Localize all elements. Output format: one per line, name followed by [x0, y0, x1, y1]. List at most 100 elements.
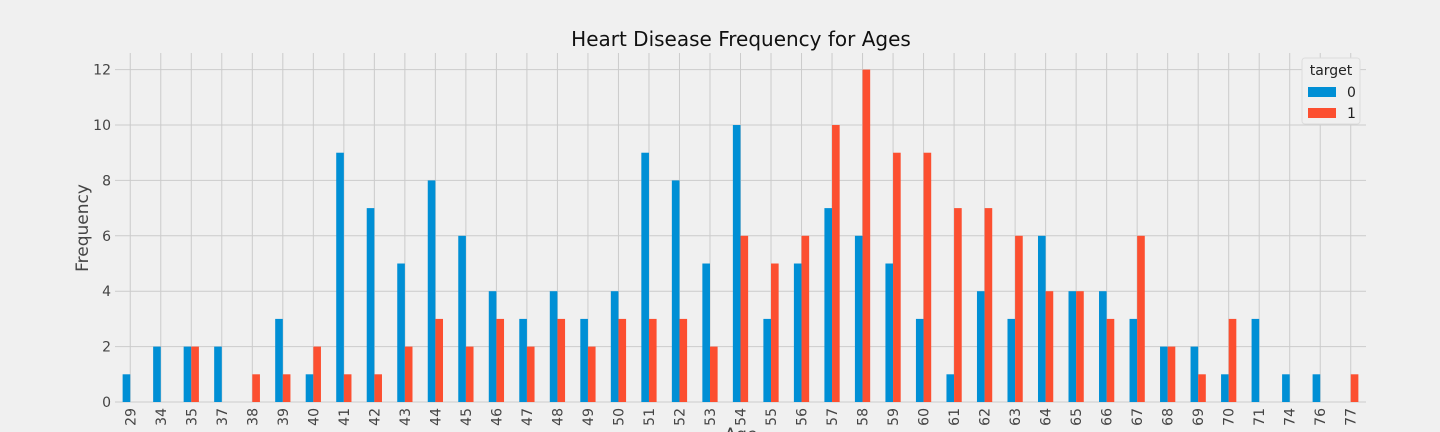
bar — [954, 208, 962, 402]
x-tick-label: 64 — [1039, 408, 1055, 426]
bar — [313, 346, 321, 402]
bar — [153, 346, 161, 402]
bar — [427, 180, 436, 402]
bar — [709, 346, 718, 402]
legend-title: target — [1310, 63, 1353, 79]
bar — [1350, 374, 1359, 402]
bar — [923, 152, 932, 402]
y-tick-label: 6 — [102, 229, 111, 245]
y-tick-label: 0 — [102, 395, 111, 411]
x-tick-label: 63 — [1008, 408, 1024, 426]
x-tick-label: 29 — [123, 408, 139, 426]
bar — [526, 346, 535, 402]
bar — [404, 346, 413, 402]
bar — [214, 346, 222, 402]
x-tick-label: 45 — [459, 408, 475, 426]
bar — [946, 374, 955, 402]
bar — [1037, 235, 1046, 402]
x-tick-label: 38 — [245, 408, 261, 426]
x-axis-label: Age — [725, 425, 758, 432]
bar — [771, 263, 779, 402]
bar — [671, 180, 680, 402]
y-axis-label: Frequency — [73, 184, 93, 272]
x-tick-label: 47 — [520, 408, 536, 426]
bar — [801, 235, 810, 402]
bar — [1190, 346, 1199, 402]
x-tick-label: 68 — [1161, 408, 1177, 426]
bar — [1251, 318, 1260, 402]
x-tick-label: 52 — [672, 408, 688, 426]
bar — [1068, 291, 1077, 402]
bar — [1167, 346, 1176, 402]
x-tick-label: 49 — [581, 408, 597, 426]
x-tick-label: 34 — [154, 408, 170, 426]
x-tick-label: 50 — [611, 408, 627, 426]
bar — [275, 318, 283, 402]
bar — [1007, 318, 1016, 402]
bar — [610, 291, 619, 402]
x-tick-label: 70 — [1222, 408, 1238, 426]
bar — [1228, 318, 1237, 402]
bar — [1312, 374, 1321, 402]
bar — [732, 125, 741, 403]
bar — [374, 374, 382, 402]
bar — [1129, 318, 1138, 402]
bar — [1221, 374, 1229, 402]
bar — [740, 235, 749, 402]
bar — [648, 318, 657, 402]
y-tick-label: 8 — [102, 173, 111, 189]
bar — [336, 152, 344, 402]
bar — [183, 346, 192, 402]
y-tick-label: 12 — [93, 63, 111, 79]
bar — [915, 318, 924, 402]
x-tick-label: 77 — [1344, 408, 1360, 426]
legend-label: 1 — [1347, 106, 1356, 122]
bar — [1137, 235, 1145, 402]
bar — [557, 318, 566, 402]
chart-title: Heart Disease Frequency for Ages — [571, 27, 911, 51]
bar — [832, 125, 840, 403]
bar — [1160, 346, 1168, 402]
bar — [397, 263, 405, 402]
x-tick-label: 60 — [917, 408, 933, 426]
bar — [854, 235, 863, 402]
bar — [252, 374, 260, 402]
bar — [282, 374, 291, 402]
bar — [1106, 318, 1115, 402]
x-tick-label: 74 — [1283, 408, 1299, 426]
x-tick-label: 61 — [947, 408, 963, 426]
bar — [435, 318, 444, 402]
bar — [305, 374, 314, 402]
bar — [702, 263, 710, 402]
bar — [618, 318, 627, 402]
x-tick-label: 62 — [978, 408, 994, 426]
x-tick-label: 43 — [398, 408, 414, 426]
bar — [549, 291, 558, 402]
x-tick-label: 59 — [886, 408, 902, 426]
bar — [893, 152, 901, 402]
bar — [488, 291, 497, 402]
bar — [191, 346, 199, 402]
bar — [1282, 374, 1290, 402]
bar — [1099, 291, 1107, 402]
x-tick-label: 56 — [795, 408, 811, 426]
x-tick-label: 41 — [337, 408, 353, 426]
bar — [496, 318, 505, 402]
bar — [1076, 291, 1084, 402]
legend-label: 0 — [1347, 85, 1356, 101]
x-tick-label: 42 — [367, 408, 383, 426]
x-tick-label: 55 — [764, 408, 780, 426]
y-tick-label: 10 — [93, 118, 111, 134]
x-tick-label: 58 — [856, 408, 872, 426]
x-tick-label: 48 — [550, 408, 566, 426]
x-tick-label: 40 — [306, 408, 322, 426]
legend-swatch — [1308, 87, 1336, 97]
bar — [458, 235, 466, 402]
bar — [885, 263, 894, 402]
x-tick-label: 46 — [489, 408, 505, 426]
bar — [465, 346, 474, 402]
x-tick-label: 65 — [1069, 408, 1085, 426]
bar — [343, 374, 352, 402]
x-tick-label: 71 — [1252, 408, 1268, 426]
